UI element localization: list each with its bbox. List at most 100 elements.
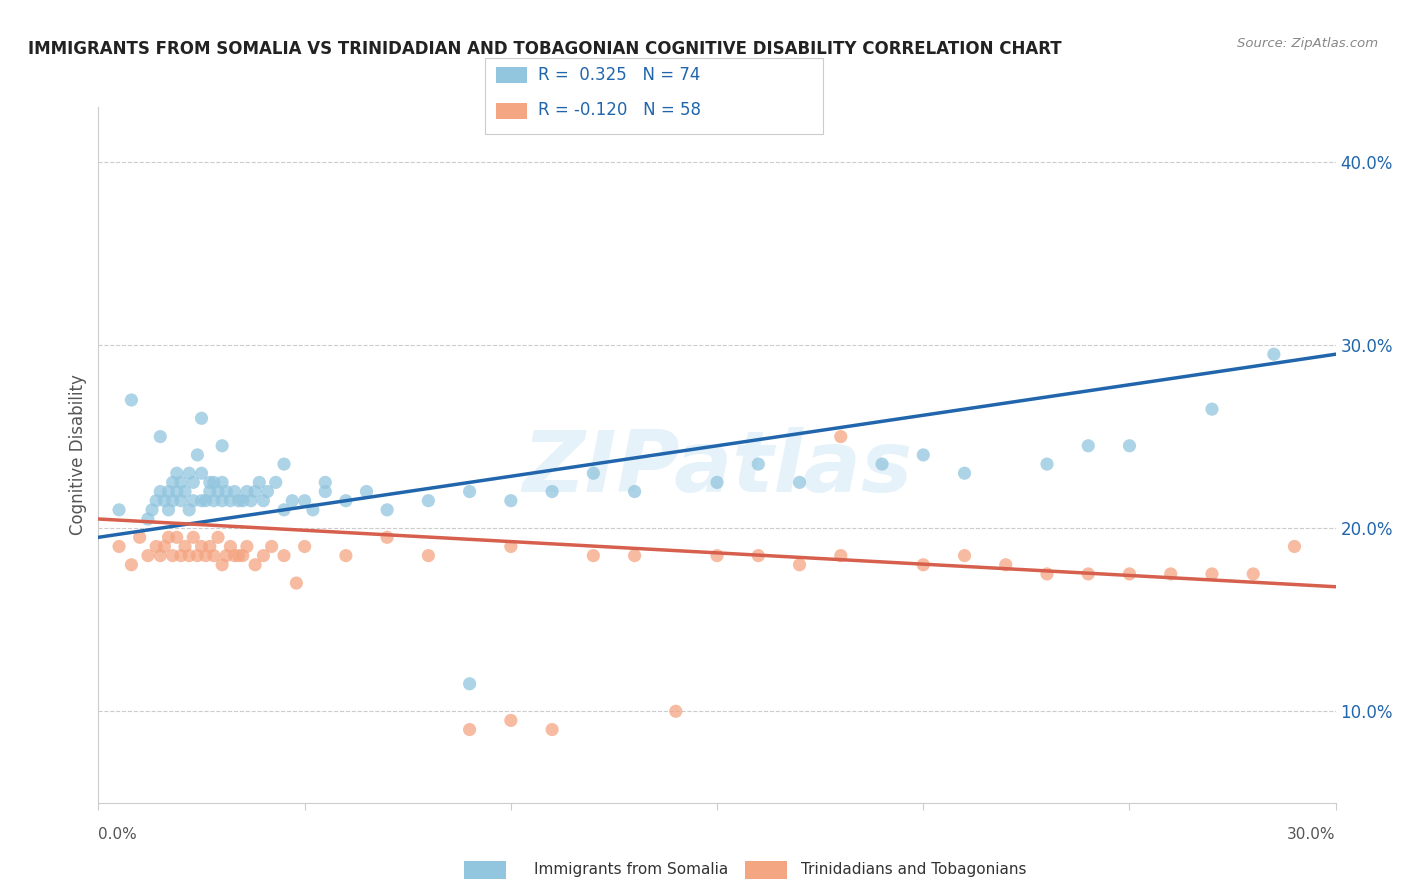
Point xyxy=(252,493,274,508)
Point xyxy=(162,475,184,490)
Point xyxy=(170,493,193,508)
Point xyxy=(1118,566,1140,581)
Point xyxy=(202,493,225,508)
Point xyxy=(207,484,229,499)
Point xyxy=(273,457,295,471)
Point xyxy=(418,549,440,563)
Point xyxy=(706,549,728,563)
Point xyxy=(375,530,398,544)
Point xyxy=(179,467,201,481)
Point xyxy=(198,475,221,490)
Point xyxy=(174,484,197,499)
Point xyxy=(170,549,193,563)
Point xyxy=(1036,457,1059,471)
Point xyxy=(207,530,229,544)
Point xyxy=(157,503,180,517)
Point xyxy=(499,493,522,508)
Point xyxy=(224,549,246,563)
Point xyxy=(145,540,167,554)
Point xyxy=(830,429,852,443)
Point xyxy=(1284,540,1306,554)
Point xyxy=(458,484,481,499)
Point xyxy=(149,429,172,443)
Point xyxy=(912,558,935,572)
Point xyxy=(243,484,266,499)
Point xyxy=(211,558,233,572)
Point xyxy=(1263,347,1285,361)
Point xyxy=(240,493,263,508)
Point xyxy=(120,392,142,407)
Point xyxy=(202,549,225,563)
Point xyxy=(232,549,254,563)
Point xyxy=(1241,566,1264,581)
Point xyxy=(136,512,159,526)
Point xyxy=(215,484,238,499)
Point xyxy=(623,484,645,499)
Point xyxy=(418,493,440,508)
Point xyxy=(145,493,167,508)
Text: IMMIGRANTS FROM SOMALIA VS TRINIDADIAN AND TOBAGONIAN COGNITIVE DISABILITY CORRE: IMMIGRANTS FROM SOMALIA VS TRINIDADIAN A… xyxy=(28,40,1062,58)
Point xyxy=(174,540,197,554)
Point xyxy=(166,530,188,544)
Point xyxy=(215,549,238,563)
Point xyxy=(166,467,188,481)
Point xyxy=(541,723,564,737)
Point xyxy=(243,558,266,572)
Point xyxy=(285,576,308,591)
Text: 0.0%: 0.0% xyxy=(98,827,138,841)
Point xyxy=(120,558,142,572)
Point xyxy=(157,530,180,544)
Point xyxy=(149,549,172,563)
Point xyxy=(499,714,522,728)
Text: R =  0.325   N = 74: R = 0.325 N = 74 xyxy=(538,66,700,84)
Point xyxy=(186,448,208,462)
Point xyxy=(232,493,254,508)
Point xyxy=(499,540,522,554)
Point xyxy=(162,549,184,563)
Point xyxy=(273,503,295,517)
Point xyxy=(335,493,357,508)
Point xyxy=(335,549,357,563)
Point xyxy=(264,475,287,490)
Point xyxy=(190,540,212,554)
Point xyxy=(294,493,316,508)
Point xyxy=(198,484,221,499)
Point xyxy=(236,484,259,499)
Point xyxy=(356,484,378,499)
Point xyxy=(202,475,225,490)
Point xyxy=(1160,566,1182,581)
Point xyxy=(830,549,852,563)
Point xyxy=(194,549,217,563)
Point xyxy=(219,540,242,554)
Point xyxy=(1077,439,1099,453)
Point xyxy=(170,475,193,490)
Point xyxy=(953,549,976,563)
Point xyxy=(179,503,201,517)
Point xyxy=(256,484,278,499)
Point xyxy=(149,484,172,499)
Point xyxy=(994,558,1017,572)
Point xyxy=(375,503,398,517)
Point xyxy=(153,540,176,554)
Point xyxy=(953,467,976,481)
Point xyxy=(228,549,250,563)
Point xyxy=(186,549,208,563)
Point xyxy=(162,493,184,508)
Point xyxy=(273,549,295,563)
Point xyxy=(211,475,233,490)
Point xyxy=(458,723,481,737)
Point xyxy=(224,484,246,499)
Point xyxy=(789,475,811,490)
Point xyxy=(181,530,204,544)
Point xyxy=(582,467,605,481)
Point xyxy=(1036,566,1059,581)
Point xyxy=(623,549,645,563)
Text: R = -0.120   N = 58: R = -0.120 N = 58 xyxy=(538,101,702,119)
Point xyxy=(706,475,728,490)
Point xyxy=(747,549,769,563)
Point xyxy=(181,493,204,508)
Point xyxy=(179,549,201,563)
Point xyxy=(190,411,212,425)
Point xyxy=(1118,439,1140,453)
Point xyxy=(281,493,304,508)
